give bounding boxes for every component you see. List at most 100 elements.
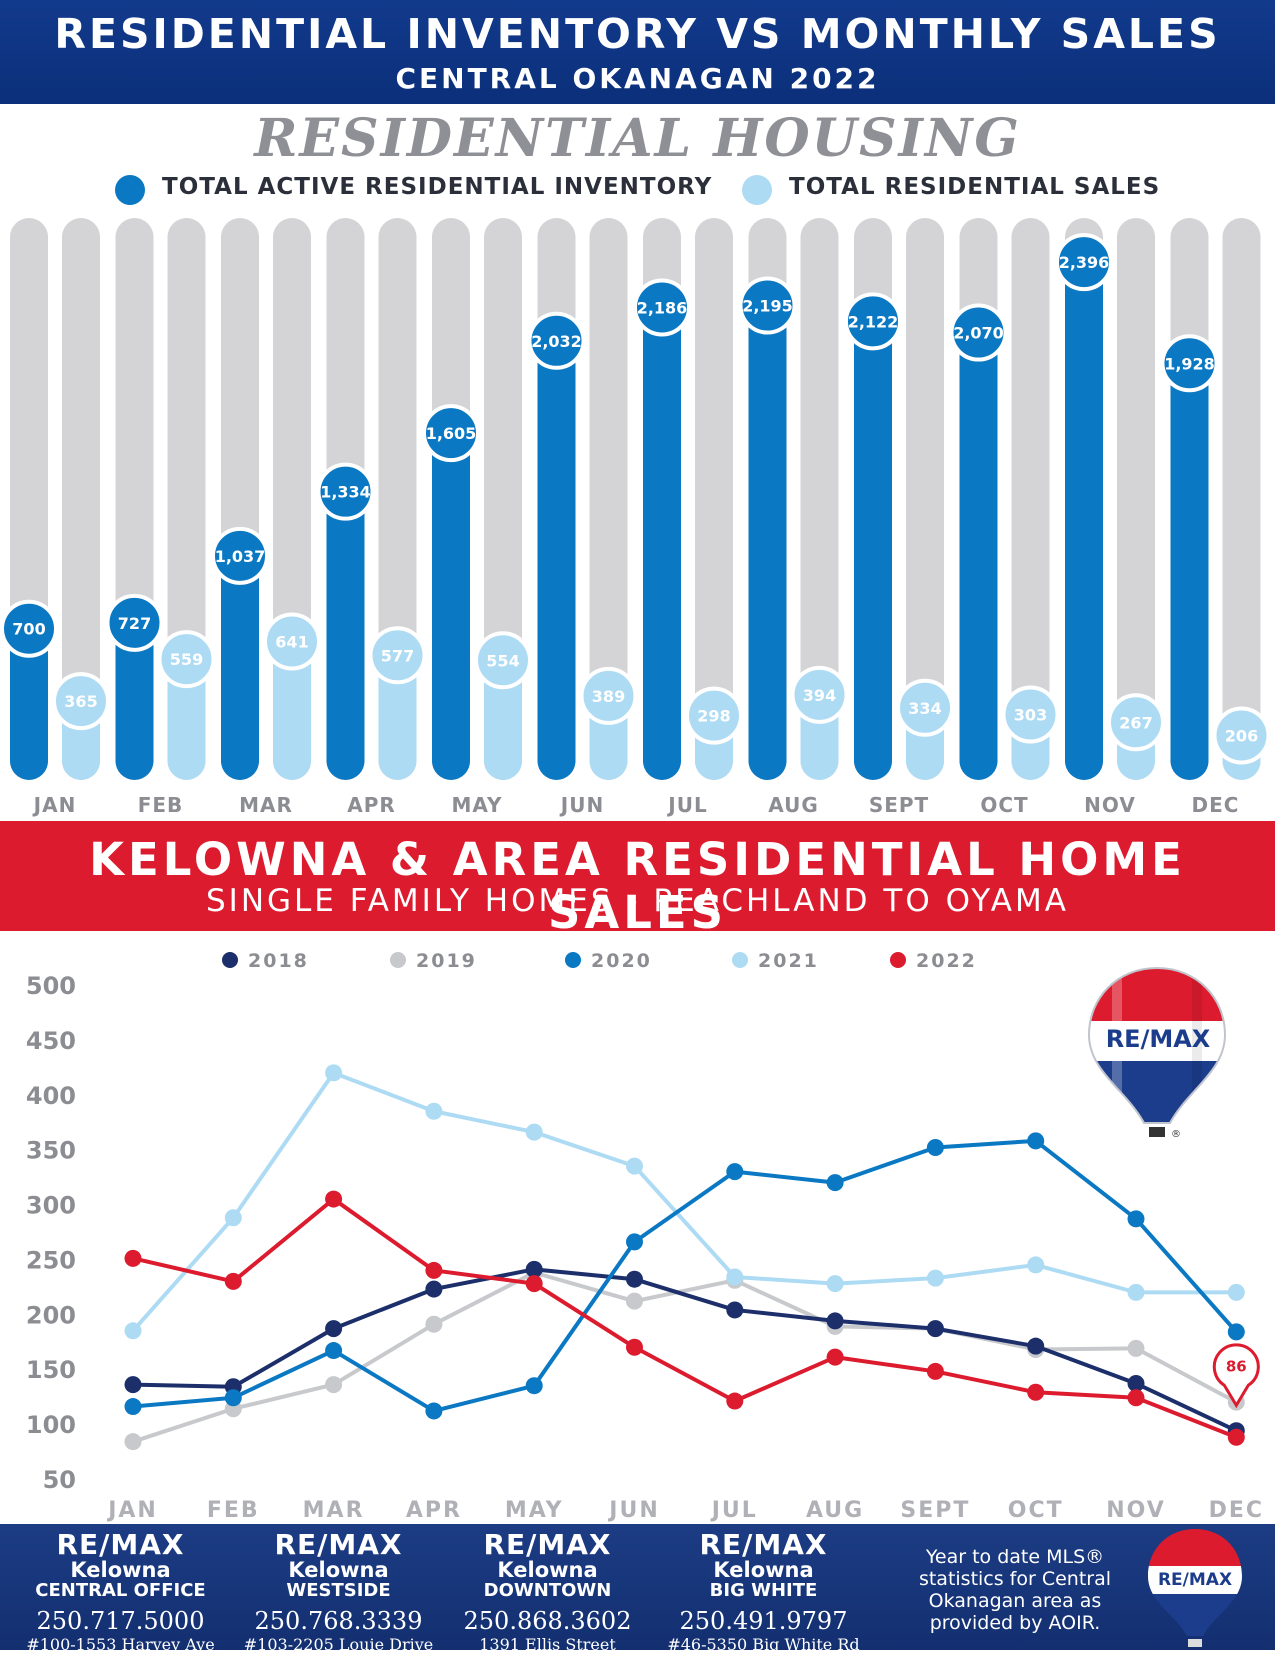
office-address: #100-1553 Harvey Ave — [26, 1635, 215, 1654]
inventory-value-bubble — [1055, 233, 1113, 292]
inventory-value-bubble — [422, 404, 480, 463]
annotation-pin: 86 — [1212, 1343, 1260, 1409]
point-2021 — [926, 1269, 944, 1287]
point-2021 — [1127, 1283, 1145, 1301]
sales-value-bubble — [579, 666, 638, 725]
sales-value-label: 267 — [1119, 713, 1152, 732]
sales-value-bubble — [1001, 685, 1060, 744]
month-label: NOV — [1084, 793, 1136, 817]
month-label: MAR — [239, 793, 293, 817]
point-2021 — [325, 1064, 343, 1082]
legend-label: 2019 — [416, 950, 477, 972]
sales-value-label: 641 — [275, 632, 308, 651]
office-city: Kelowna — [497, 1558, 598, 1582]
point-2018 — [926, 1320, 944, 1338]
inventory-value-label: 1,334 — [320, 483, 371, 502]
point-2020 — [726, 1163, 744, 1181]
inventory-bar — [537, 340, 576, 780]
legend-label: 2020 — [591, 950, 652, 972]
sales-value-bubble — [685, 686, 743, 745]
office-brand: RE/MAX — [56, 1528, 185, 1561]
point-2019 — [425, 1315, 443, 1333]
point-2022 — [1227, 1428, 1245, 1446]
x-tick-label: MAY — [505, 1498, 564, 1523]
inventory-value-bubble — [105, 593, 164, 652]
inventory-bar — [1170, 363, 1209, 780]
legend-dot-2019 — [390, 952, 406, 968]
x-tick-label: DEC — [1209, 1498, 1264, 1523]
inventory-value-bubble — [633, 278, 691, 337]
inventory-value-label: 2,195 — [742, 297, 793, 316]
sales-value-bubble — [52, 672, 110, 731]
inventory-value-bubble — [316, 462, 375, 521]
office-city: Kelowna — [288, 1558, 389, 1582]
bar-track — [906, 218, 944, 780]
top-header: RESIDENTIAL INVENTORY VS MONTHLY SALES C… — [0, 0, 1275, 104]
month-label: SEPT — [869, 793, 929, 817]
inventory-value-label: 727 — [118, 614, 151, 633]
month-label: AUG — [768, 793, 819, 817]
bar-track — [589, 218, 628, 780]
y-tick-label: 50 — [43, 1466, 76, 1494]
point-2022 — [224, 1272, 242, 1290]
legend-inventory-label: TOTAL ACTIVE RESIDENTIAL INVENTORY — [162, 174, 713, 200]
legend-sales-label: TOTAL RESIDENTIAL SALES — [789, 174, 1161, 200]
legend-dot-2021 — [732, 952, 748, 968]
point-2018 — [626, 1270, 643, 1288]
point-2018 — [826, 1312, 844, 1330]
sales-value-label: 303 — [1014, 706, 1047, 725]
series-line-2020 — [132, 1138, 1238, 1413]
x-tick-label: OCT — [1008, 1498, 1064, 1523]
sales-value-label: 206 — [1225, 726, 1258, 745]
sales-value-label: 334 — [908, 699, 941, 718]
point-2022 — [124, 1249, 142, 1267]
section2-title: KELOWNA & AREA RESIDENTIAL HOME SALES — [89, 833, 1186, 939]
legend-dot-2022 — [890, 952, 906, 968]
x-tick-label: MAR — [303, 1498, 365, 1523]
month-label: MAY — [452, 793, 503, 817]
office-big-white: RE/MAX Kelowna BIG WHITE 250.491.9797 #4… — [656, 1530, 871, 1653]
x-tick-label: JAN — [106, 1498, 158, 1523]
section-script-title: RESIDENTIAL HOUSING — [254, 108, 1021, 169]
sales-value-bubble — [474, 631, 532, 690]
sales-value-label: 365 — [64, 692, 97, 711]
point-2021 — [224, 1209, 242, 1227]
point-2020 — [926, 1138, 944, 1156]
sales-value-label: 554 — [486, 651, 519, 670]
point-2018 — [124, 1376, 142, 1394]
sales-value-bubble — [1212, 706, 1271, 765]
registered-mark: ® — [1171, 1129, 1181, 1140]
home-sales-line-chart: 2018 2019 2020 2021 2022 50 100 150 200 250 300 350… — [26, 950, 1264, 1523]
legend-sales-dot — [742, 175, 772, 205]
footer-logo-text: RE/MAX — [1158, 1570, 1232, 1590]
office-phone: 250.491.9797 — [679, 1607, 848, 1635]
sales-value-label: 559 — [170, 650, 203, 669]
y-tick-label: 300 — [26, 1192, 76, 1220]
point-2018 — [1127, 1374, 1145, 1392]
inventory-bar — [643, 307, 681, 780]
month-label: JUL — [666, 793, 707, 817]
x-tick-label: NOV — [1106, 1498, 1166, 1523]
page-subtitle: CENTRAL OKANAGAN 2022 — [395, 62, 880, 95]
month-label: FEB — [138, 793, 184, 817]
y-tick-label: 450 — [26, 1027, 76, 1055]
inventory-value-label: 1,037 — [215, 547, 266, 566]
sales-bar — [167, 659, 206, 780]
sales-value-label: 389 — [592, 687, 625, 706]
point-2020 — [1227, 1323, 1245, 1341]
point-2018 — [726, 1301, 744, 1319]
month-label: DEC — [1192, 793, 1240, 817]
x-tick-label: SEPT — [900, 1498, 970, 1523]
office-phone: 250.868.3602 — [463, 1607, 632, 1635]
inventory-value-bubble — [211, 526, 269, 585]
legend-label: 2018 — [248, 950, 309, 972]
month-label: OCT — [980, 793, 1028, 817]
remax-balloon-logo: RE/MAX ® — [1087, 966, 1227, 1140]
inventory-value-bubble — [844, 292, 902, 351]
section2-subtitle: SINGLE FAMILY HOMES - PEACHLAND TO OYAMA — [206, 883, 1069, 919]
footer: RE/MAX Kelowna CENTRAL OFFICE 250.717.50… — [0, 1524, 1275, 1654]
section2-banner: KELOWNA & AREA RESIDENTIAL HOME SALES SI… — [0, 821, 1275, 939]
inventory-value-label: 2,186 — [637, 298, 688, 317]
sales-bar — [378, 655, 417, 780]
point-2022 — [726, 1392, 744, 1410]
